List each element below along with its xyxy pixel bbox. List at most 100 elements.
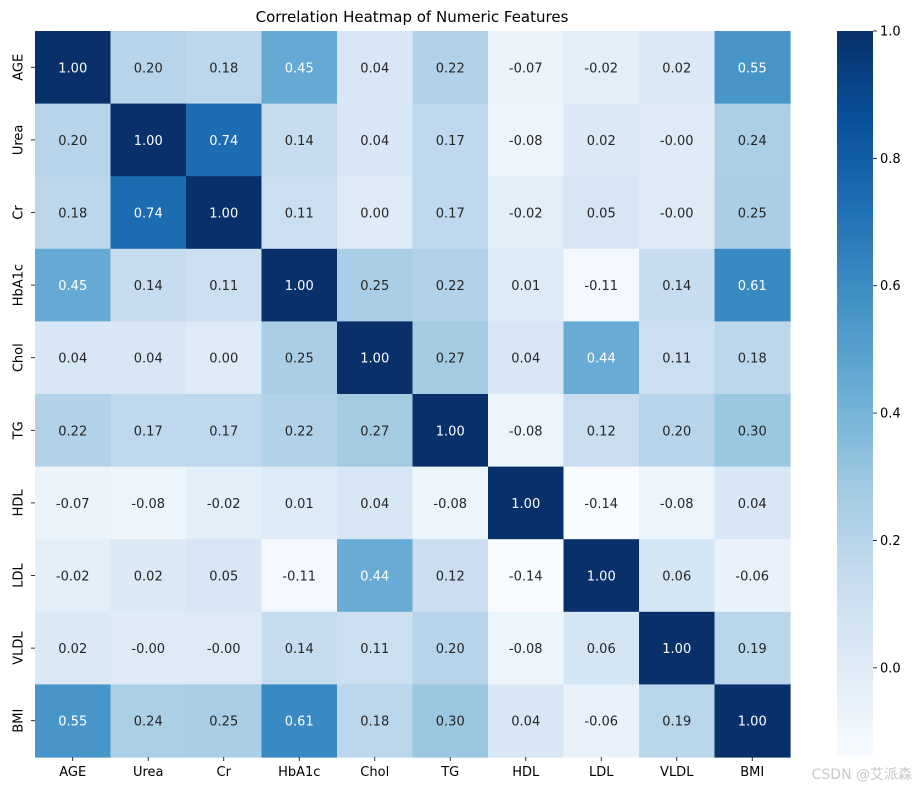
heatmap-cell [714, 466, 791, 540]
cell-value-label: 0.22 [58, 424, 87, 439]
cell-value-label: 1.00 [134, 134, 163, 149]
heatmap-cell [488, 31, 565, 105]
cell-value-label: 0.30 [436, 715, 465, 730]
heatmap-cell [412, 466, 489, 540]
cell-value-label: -0.08 [509, 424, 543, 439]
cell-value-label: 1.00 [58, 61, 87, 76]
heatmap-cell [186, 394, 263, 468]
cell-value-label: 0.20 [134, 61, 163, 76]
colorbar-tick-label: 0.4 [880, 407, 901, 422]
heatmap-cell [337, 611, 414, 685]
cell-value-label: 0.27 [436, 352, 465, 367]
heatmap-cell [35, 466, 112, 540]
y-axis-ticks: AGE Urea Cr HbA1c Chol TG HDL LDL VLDL BMI [12, 54, 35, 733]
heatmap-cell [110, 103, 187, 177]
cell-value-label: 0.22 [436, 279, 465, 294]
heatmap-cell [35, 684, 112, 758]
heatmap-cell [186, 466, 263, 540]
heatmap-cell [186, 103, 263, 177]
cell-value-label: 0.22 [285, 424, 314, 439]
cell-value-label: -0.06 [735, 570, 769, 585]
cell-value-label: 0.05 [209, 570, 238, 585]
heatmap-cell [261, 684, 338, 758]
heatmap-cell [110, 539, 187, 613]
colorbar-tick-label: 0.8 [880, 152, 901, 167]
heatmap-cell [110, 321, 187, 395]
colorbar-tick-label: 0.2 [880, 534, 901, 549]
cell-value-label: 0.02 [587, 134, 616, 149]
x-tick-label: VLDL [660, 765, 694, 780]
heatmap-cell [261, 103, 338, 177]
cell-value-label: 0.45 [285, 61, 314, 76]
heatmap-cell [714, 103, 791, 177]
x-tick-label: HbA1c [278, 765, 320, 780]
cell-value-label: 0.61 [738, 279, 767, 294]
heatmap-cell [563, 103, 640, 177]
heatmap-cell [412, 176, 489, 250]
x-tick-label: TG [440, 765, 459, 780]
cell-value-label: 0.55 [58, 715, 87, 730]
colorbar-ticks: 0.0 0.2 0.4 0.6 0.8 1.0 [873, 25, 901, 676]
heatmap-cell [35, 321, 112, 395]
heatmap-cell [35, 103, 112, 177]
cell-value-label: 0.25 [360, 279, 389, 294]
heatmap-cell [35, 31, 112, 105]
cell-value-label: 0.00 [209, 352, 238, 367]
heatmap-cell [563, 611, 640, 685]
y-tick-label: HbA1c [12, 264, 27, 306]
cell-value-label: -0.11 [584, 279, 618, 294]
cell-value-label: -0.08 [509, 642, 543, 657]
cell-value-label: 0.20 [58, 134, 87, 149]
heatmap-cell [639, 248, 716, 322]
heatmap-cell [412, 103, 489, 177]
heatmap-cell [110, 684, 187, 758]
x-tick-label: LDL [589, 765, 614, 780]
cell-value-label: 0.19 [662, 715, 691, 730]
heatmap-cell [337, 176, 414, 250]
cell-value-label: 0.14 [134, 279, 163, 294]
y-tick-label: LDL [12, 562, 27, 587]
cell-value-label: 0.04 [360, 134, 389, 149]
colorbar [837, 31, 873, 757]
cell-value-label: 0.30 [738, 424, 767, 439]
heatmap-cell [261, 248, 338, 322]
cell-value-label: 0.55 [738, 61, 767, 76]
heatmap-cell [337, 466, 414, 540]
heatmap-cell [639, 684, 716, 758]
heatmap-cell [563, 466, 640, 540]
heatmap-cell [639, 321, 716, 395]
heatmap-cell [488, 394, 565, 468]
cell-value-label: 0.17 [436, 207, 465, 222]
heatmap-cell [488, 611, 565, 685]
heatmap-cell [186, 539, 263, 613]
heatmap-cell [261, 31, 338, 105]
heatmap-cell [412, 248, 489, 322]
heatmap-cell [563, 31, 640, 105]
heatmap-cell [488, 539, 565, 613]
cell-value-label: -0.07 [509, 61, 543, 76]
heatmap-cell [714, 394, 791, 468]
cell-value-label: 0.24 [134, 715, 163, 730]
heatmap-cell [261, 394, 338, 468]
heatmap-cell [186, 176, 263, 250]
cell-value-label: 0.11 [285, 207, 314, 222]
cell-value-label: 0.12 [436, 570, 465, 585]
cell-value-label: -0.11 [282, 570, 316, 585]
cell-value-label: 0.06 [587, 642, 616, 657]
heatmap-cell [186, 31, 263, 105]
cell-value-label: -0.07 [56, 497, 90, 512]
cell-value-label: 0.27 [360, 424, 389, 439]
cell-value-label: -0.02 [584, 61, 618, 76]
heatmap-cell [337, 103, 414, 177]
cell-value-label: -0.08 [131, 497, 165, 512]
cell-value-label: -0.08 [433, 497, 467, 512]
heatmap-cell [639, 103, 716, 177]
cell-value-label: -0.02 [509, 207, 543, 222]
heatmap-cell [412, 539, 489, 613]
y-tick-label: HDL [12, 489, 27, 517]
cell-value-label: 1.00 [436, 424, 465, 439]
heatmap-cell [186, 611, 263, 685]
cell-value-label: 0.61 [285, 715, 314, 730]
cell-value-label: 0.12 [587, 424, 616, 439]
